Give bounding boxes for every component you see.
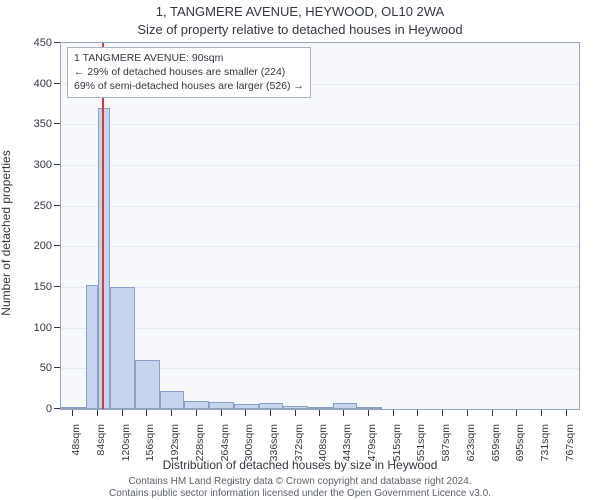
histogram-bar [160, 391, 185, 409]
histogram-bar [184, 401, 209, 409]
histogram-bar [234, 404, 259, 409]
x-tick-mark [295, 410, 296, 416]
x-tick-label: 551sqm [415, 424, 427, 461]
x-tick-mark [319, 410, 320, 416]
footer-line-1: Contains HM Land Registry data © Crown c… [128, 476, 471, 487]
x-tick-label: 156sqm [144, 424, 156, 461]
x-tick-mark [541, 410, 542, 416]
x-axis-label: Distribution of detached houses by size … [0, 458, 600, 472]
y-tick-label: 350 [7, 118, 52, 130]
x-tick-mark [492, 410, 493, 416]
histogram-bar [86, 285, 98, 409]
chart-title: 1, TANGMERE AVENUE, HEYWOOD, OL10 2WA [0, 4, 600, 19]
x-tick-label: 336sqm [268, 424, 280, 461]
x-tick-mark [467, 410, 468, 416]
x-tick-label: 300sqm [243, 424, 255, 461]
gridline [61, 246, 579, 247]
y-tick-label: 250 [7, 200, 52, 212]
legend-box: 1 TANGMERE AVENUE: 90sqm ← 29% of detach… [67, 47, 311, 98]
x-tick-label: 767sqm [564, 424, 576, 461]
y-tick-label: 300 [7, 159, 52, 171]
x-tick-label: 443sqm [341, 424, 353, 461]
histogram-bar [357, 407, 382, 409]
y-tick-label: 150 [7, 281, 52, 293]
x-axis: 48sqm 84sqm 120sqm 156sqm 192sqm 228sqm 264sqm… [60, 410, 580, 460]
x-tick-mark [442, 410, 443, 416]
marker-line [102, 43, 104, 409]
x-tick-label: 515sqm [391, 424, 403, 461]
x-tick-label: 659sqm [490, 424, 502, 461]
x-tick-mark [343, 410, 344, 416]
legend-line-3: 69% of semi-detached houses are larger (… [74, 79, 304, 93]
gridline [61, 287, 579, 288]
gridline [61, 165, 579, 166]
legend-line-1: 1 TANGMERE AVENUE: 90sqm [74, 51, 304, 65]
histogram-bar [61, 407, 86, 409]
histogram-bar [283, 406, 308, 409]
x-tick-label: 731sqm [539, 424, 551, 461]
x-tick-mark [245, 410, 246, 416]
x-tick-mark [566, 410, 567, 416]
x-tick-label: 228sqm [194, 424, 206, 461]
x-tick-mark [146, 410, 147, 416]
y-tick-label: 450 [7, 37, 52, 49]
x-tick-label: 84sqm [95, 424, 107, 456]
histogram-bar [259, 403, 284, 409]
x-tick-label: 587sqm [440, 424, 452, 461]
gridline [61, 328, 579, 329]
x-tick-mark [196, 410, 197, 416]
x-tick-mark [393, 410, 394, 416]
footer-line-2: Contains public sector information licen… [109, 488, 491, 499]
x-tick-mark [368, 410, 369, 416]
x-tick-mark [122, 410, 123, 416]
x-tick-label: 48sqm [70, 424, 82, 456]
x-tick-mark [270, 410, 271, 416]
gridline [61, 206, 579, 207]
x-tick-label: 479sqm [366, 424, 378, 461]
x-tick-mark [72, 410, 73, 416]
y-tick-label: 400 [7, 78, 52, 90]
x-tick-mark [171, 410, 172, 416]
x-tick-mark [516, 410, 517, 416]
x-tick-mark [97, 410, 98, 416]
x-tick-mark [221, 410, 222, 416]
x-tick-label: 695sqm [514, 424, 526, 461]
y-tick-label: 0 [7, 403, 52, 415]
y-tick-label: 100 [7, 322, 52, 334]
x-tick-label: 408sqm [317, 424, 329, 461]
histogram-bar [333, 403, 358, 409]
x-tick-label: 372sqm [293, 424, 305, 461]
x-tick-label: 120sqm [120, 424, 132, 461]
plot-area: 1 TANGMERE AVENUE: 90sqm ← 29% of detach… [60, 42, 580, 410]
x-tick-label: 623sqm [465, 424, 477, 461]
y-axis: 050100150200250300350400450 [0, 42, 60, 410]
histogram-bar [209, 402, 234, 409]
attribution-footer: Contains HM Land Registry data © Crown c… [0, 476, 600, 499]
histogram-bar [98, 108, 110, 409]
chart-container: 1, TANGMERE AVENUE, HEYWOOD, OL10 2WA Si… [0, 0, 600, 500]
x-tick-mark [417, 410, 418, 416]
histogram-bar [135, 360, 160, 409]
legend-line-2: ← 29% of detached houses are smaller (22… [74, 65, 304, 79]
y-tick-label: 50 [7, 362, 52, 374]
x-tick-label: 192sqm [169, 424, 181, 461]
gridline [61, 124, 579, 125]
histogram-bar [308, 407, 333, 409]
x-tick-label: 264sqm [219, 424, 231, 461]
y-tick-label: 200 [7, 240, 52, 252]
histogram-bar [110, 287, 135, 409]
chart-subtitle: Size of property relative to detached ho… [0, 22, 600, 37]
